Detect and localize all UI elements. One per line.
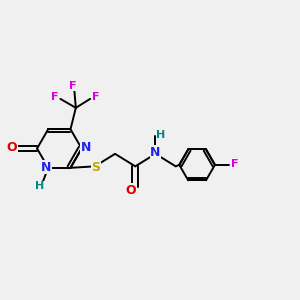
Text: F: F (51, 92, 58, 101)
Text: F: F (69, 81, 76, 91)
Text: F: F (92, 92, 100, 101)
Text: H: H (156, 130, 166, 140)
Text: S: S (91, 161, 100, 174)
Text: O: O (7, 141, 17, 154)
Text: H: H (35, 181, 44, 191)
Text: N: N (150, 146, 161, 159)
Text: N: N (81, 141, 91, 154)
Text: O: O (126, 184, 136, 197)
Text: F: F (231, 159, 239, 169)
Text: N: N (41, 161, 52, 174)
